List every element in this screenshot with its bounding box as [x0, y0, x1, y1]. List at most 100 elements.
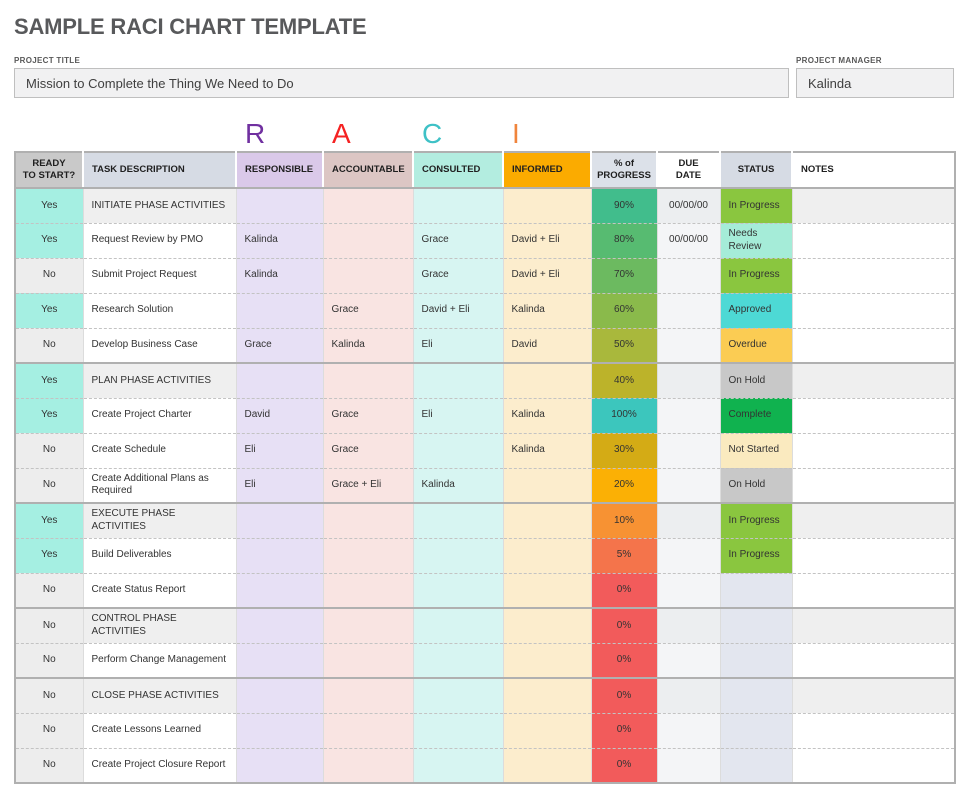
cell-informed[interactable]: Kalinda [503, 292, 592, 328]
cell-accountable[interactable] [323, 572, 414, 608]
cell-consulted[interactable]: David + Eli [413, 292, 504, 328]
cell-due[interactable] [657, 257, 721, 293]
cell-accountable[interactable] [323, 222, 414, 258]
cell-due[interactable] [657, 327, 721, 363]
cell-due[interactable] [657, 677, 721, 713]
cell-notes[interactable] [792, 397, 955, 433]
cell-progress[interactable]: 90% [591, 187, 658, 223]
cell-ready[interactable]: No [15, 572, 84, 608]
cell-status[interactable]: In Progress [720, 257, 793, 293]
cell-notes[interactable] [792, 677, 955, 713]
cell-progress[interactable]: 0% [591, 677, 658, 713]
cell-ready[interactable]: Yes [15, 537, 84, 573]
cell-task[interactable]: Request Review by PMO [83, 222, 237, 258]
cell-notes[interactable] [792, 292, 955, 328]
cell-ready[interactable]: No [15, 327, 84, 363]
cell-informed[interactable]: Kalinda [503, 432, 592, 468]
cell-accountable[interactable]: Kalinda [323, 327, 414, 363]
cell-informed[interactable] [503, 642, 592, 678]
cell-task[interactable]: Perform Change Management [83, 642, 237, 678]
cell-ready[interactable]: No [15, 257, 84, 293]
cell-task[interactable]: CLOSE PHASE ACTIVITIES [83, 677, 237, 713]
cell-ready[interactable]: No [15, 677, 84, 713]
cell-responsible[interactable]: David [236, 397, 324, 433]
cell-notes[interactable] [792, 467, 955, 503]
cell-task[interactable]: Submit Project Request [83, 257, 237, 293]
cell-due[interactable] [657, 747, 721, 783]
cell-progress[interactable]: 0% [591, 572, 658, 608]
cell-progress[interactable]: 60% [591, 292, 658, 328]
cell-consulted[interactable] [413, 502, 504, 538]
cell-status[interactable]: Not Started [720, 432, 793, 468]
cell-informed[interactable]: Kalinda [503, 397, 592, 433]
cell-consulted[interactable]: Eli [413, 397, 504, 433]
cell-informed[interactable] [503, 747, 592, 783]
cell-informed[interactable] [503, 502, 592, 538]
cell-due[interactable] [657, 712, 721, 748]
cell-task[interactable]: Create Lessons Learned [83, 712, 237, 748]
cell-notes[interactable] [792, 257, 955, 293]
cell-accountable[interactable]: Grace [323, 397, 414, 433]
cell-notes[interactable] [792, 187, 955, 223]
cell-task[interactable]: Create Additional Plans as Required [83, 467, 237, 503]
cell-accountable[interactable] [323, 362, 414, 398]
cell-consulted[interactable]: Grace [413, 257, 504, 293]
cell-ready[interactable]: No [15, 747, 84, 783]
cell-due[interactable] [657, 397, 721, 433]
cell-consulted[interactable] [413, 432, 504, 468]
cell-notes[interactable] [792, 432, 955, 468]
cell-task[interactable]: PLAN PHASE ACTIVITIES [83, 362, 237, 398]
cell-ready[interactable]: No [15, 712, 84, 748]
cell-accountable[interactable] [323, 502, 414, 538]
cell-status[interactable] [720, 572, 793, 608]
cell-informed[interactable]: David [503, 327, 592, 363]
cell-task[interactable]: Research Solution [83, 292, 237, 328]
cell-consulted[interactable] [413, 572, 504, 608]
cell-task[interactable]: Create Schedule [83, 432, 237, 468]
cell-due[interactable] [657, 362, 721, 398]
cell-informed[interactable] [503, 607, 592, 643]
cell-responsible[interactable] [236, 572, 324, 608]
cell-informed[interactable] [503, 362, 592, 398]
cell-ready[interactable]: Yes [15, 222, 84, 258]
cell-status[interactable]: On Hold [720, 362, 793, 398]
cell-informed[interactable] [503, 187, 592, 223]
cell-accountable[interactable] [323, 677, 414, 713]
cell-due[interactable] [657, 467, 721, 503]
cell-status[interactable] [720, 607, 793, 643]
cell-responsible[interactable] [236, 537, 324, 573]
project-manager-input[interactable]: Kalinda [796, 68, 954, 98]
cell-task[interactable]: CONTROL PHASE ACTIVITIES [83, 607, 237, 643]
cell-progress[interactable]: 40% [591, 362, 658, 398]
cell-responsible[interactable]: Eli [236, 467, 324, 503]
cell-task[interactable]: INITIATE PHASE ACTIVITIES [83, 187, 237, 223]
cell-progress[interactable]: 80% [591, 222, 658, 258]
cell-status[interactable] [720, 677, 793, 713]
cell-progress[interactable]: 10% [591, 502, 658, 538]
project-title-input[interactable]: Mission to Complete the Thing We Need to… [14, 68, 789, 98]
cell-responsible[interactable] [236, 607, 324, 643]
cell-ready[interactable]: No [15, 432, 84, 468]
cell-status[interactable] [720, 712, 793, 748]
cell-informed[interactable] [503, 572, 592, 608]
cell-consulted[interactable]: Kalinda [413, 467, 504, 503]
cell-accountable[interactable] [323, 257, 414, 293]
cell-accountable[interactable] [323, 537, 414, 573]
cell-responsible[interactable]: Grace [236, 327, 324, 363]
cell-progress[interactable]: 50% [591, 327, 658, 363]
cell-consulted[interactable]: Eli [413, 327, 504, 363]
cell-due[interactable] [657, 537, 721, 573]
cell-task[interactable]: Create Project Charter [83, 397, 237, 433]
cell-informed[interactable]: David + Eli [503, 257, 592, 293]
cell-task[interactable]: EXECUTE PHASE ACTIVITIES [83, 502, 237, 538]
cell-informed[interactable] [503, 537, 592, 573]
cell-ready[interactable]: Yes [15, 292, 84, 328]
cell-ready[interactable]: No [15, 642, 84, 678]
cell-status[interactable] [720, 642, 793, 678]
cell-accountable[interactable] [323, 607, 414, 643]
cell-progress[interactable]: 0% [591, 607, 658, 643]
cell-accountable[interactable] [323, 642, 414, 678]
cell-informed[interactable] [503, 467, 592, 503]
cell-notes[interactable] [792, 222, 955, 258]
cell-responsible[interactable] [236, 677, 324, 713]
